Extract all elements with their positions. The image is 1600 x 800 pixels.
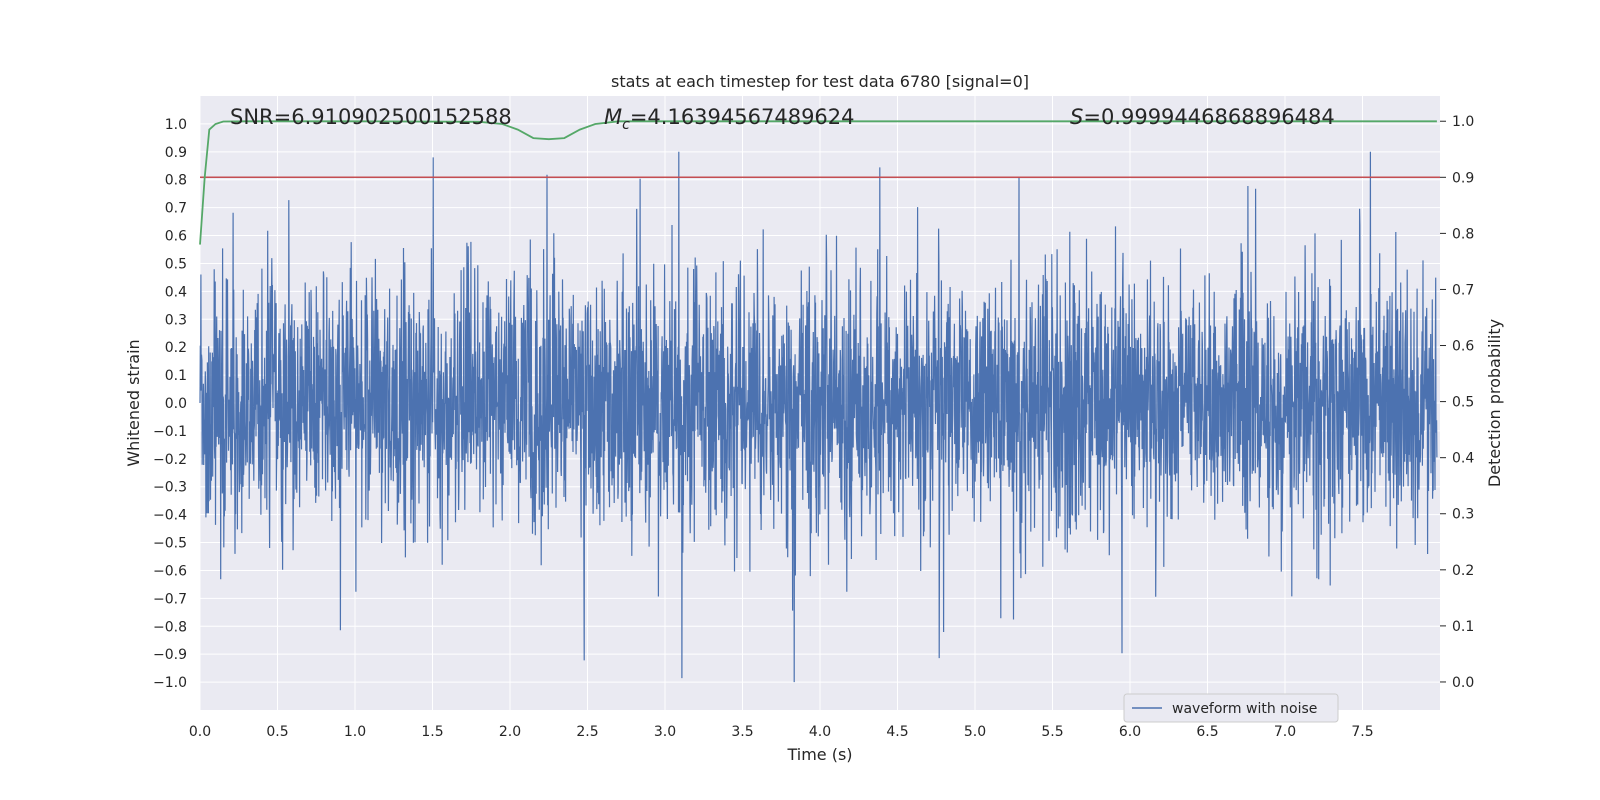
y-right-tick-label: 0.9 xyxy=(1452,170,1474,186)
x-tick-label: 2.0 xyxy=(499,724,521,740)
chirp-mass-value: =4.16394567489624 xyxy=(630,105,855,129)
x-tick-label: 3.0 xyxy=(654,724,676,740)
x-tick-label: 2.5 xyxy=(576,724,598,740)
y-left-axis-label: Whitened strain xyxy=(124,339,143,466)
snr-annotation: SNR=6.910902500152588 xyxy=(230,105,512,129)
y-left-tick-label: −0.4 xyxy=(153,508,187,524)
y-right-tick-label: 0.6 xyxy=(1452,339,1474,355)
waveform-series xyxy=(199,151,1438,683)
x-tick-label: 7.0 xyxy=(1274,724,1296,740)
x-tick-label: 7.5 xyxy=(1351,724,1373,740)
y-left-tick-label: 0.0 xyxy=(165,396,187,412)
x-tick-label: 3.5 xyxy=(731,724,753,740)
legend-label: waveform with noise xyxy=(1172,701,1317,717)
x-tick-label: 5.5 xyxy=(1041,724,1063,740)
chart-title: stats at each timestep for test data 678… xyxy=(611,72,1029,91)
y-left-tick-label: 0.1 xyxy=(165,368,187,384)
probability-series xyxy=(199,120,1440,245)
y-left-tick-label: −0.3 xyxy=(153,480,187,496)
y-left-tick-label: −0.7 xyxy=(153,591,187,607)
y-right-tick-label: 0.7 xyxy=(1452,282,1474,298)
y-left-tick-label: −0.6 xyxy=(153,563,187,579)
s-annotation: S=0.9999446868896484 xyxy=(1070,105,1335,129)
y-right-axis-ticks: 1.0 0.9 0.8 0.7 0.6 0.5 0.4 0.3 0.2 0.1 0.0 xyxy=(1440,114,1474,691)
chirp-mass-subscript: c xyxy=(622,117,630,133)
y-left-axis-ticks: 1.0 0.9 0.8 0.7 0.6 0.5 0.4 0.3 0.2 0.1 0.0 −0.1 −0.… xyxy=(153,117,187,691)
y-left-tick-label: −0.2 xyxy=(153,452,187,468)
y-left-tick-label: 1.0 xyxy=(165,117,187,133)
y-left-tick-label: 0.3 xyxy=(165,312,187,328)
y-left-tick-label: 0.4 xyxy=(165,284,187,300)
y-left-tick-label: −0.5 xyxy=(153,536,187,552)
y-left-tick-label: 0.7 xyxy=(165,201,187,217)
x-tick-label: 0.5 xyxy=(266,724,288,740)
chirp-mass-annotation: Mc=4.16394567489624 xyxy=(604,105,855,133)
y-left-tick-label: −0.1 xyxy=(153,424,187,440)
y-right-tick-label: 1.0 xyxy=(1452,114,1474,130)
waveform-line xyxy=(199,151,1438,683)
y-left-tick-label: −0.8 xyxy=(153,619,187,635)
y-right-tick-label: 0.2 xyxy=(1452,563,1474,579)
x-tick-label: 0.0 xyxy=(189,724,211,740)
x-tick-label: 6.0 xyxy=(1119,724,1141,740)
s-symbol: S xyxy=(1070,105,1083,129)
x-tick-label: 6.5 xyxy=(1196,724,1218,740)
y-left-tick-label: 0.5 xyxy=(165,256,187,272)
x-tick-label: 5.0 xyxy=(964,724,986,740)
x-tick-label: 1.5 xyxy=(421,724,443,740)
legend: waveform with noise xyxy=(1123,693,1339,723)
y-right-axis-label: Detection probability xyxy=(1485,319,1504,487)
y-right-tick-label: 0.8 xyxy=(1452,226,1474,242)
y-left-tick-label: −0.9 xyxy=(153,647,187,663)
x-axis-label: Time (s) xyxy=(786,745,852,764)
x-axis-ticks: 0.0 0.5 1.0 1.5 2.0 2.5 3.0 3.5 4.0 4.5 5.0 5.5 6.0 6… xyxy=(189,724,1374,740)
y-right-tick-label: 0.0 xyxy=(1452,675,1474,691)
s-value: =0.9999446868896484 xyxy=(1083,105,1334,129)
legend-box xyxy=(1123,693,1339,723)
y-left-tick-label: 0.6 xyxy=(165,229,187,245)
y-left-tick-label: 0.8 xyxy=(165,173,187,189)
chirp-mass-symbol: M xyxy=(604,105,622,129)
y-left-tick-label: −1.0 xyxy=(153,675,187,691)
y-right-tick-label: 0.5 xyxy=(1452,395,1474,411)
y-left-tick-label: 0.9 xyxy=(165,145,187,161)
probability-line xyxy=(199,120,1437,245)
y-left-tick-label: 0.2 xyxy=(165,340,187,356)
y-right-tick-label: 0.3 xyxy=(1452,507,1474,523)
y-right-tick-label: 0.1 xyxy=(1452,619,1474,635)
x-tick-label: 1.0 xyxy=(344,724,366,740)
y-right-tick-label: 0.4 xyxy=(1452,451,1474,467)
x-tick-label: 4.0 xyxy=(809,724,831,740)
x-tick-label: 4.5 xyxy=(886,724,908,740)
